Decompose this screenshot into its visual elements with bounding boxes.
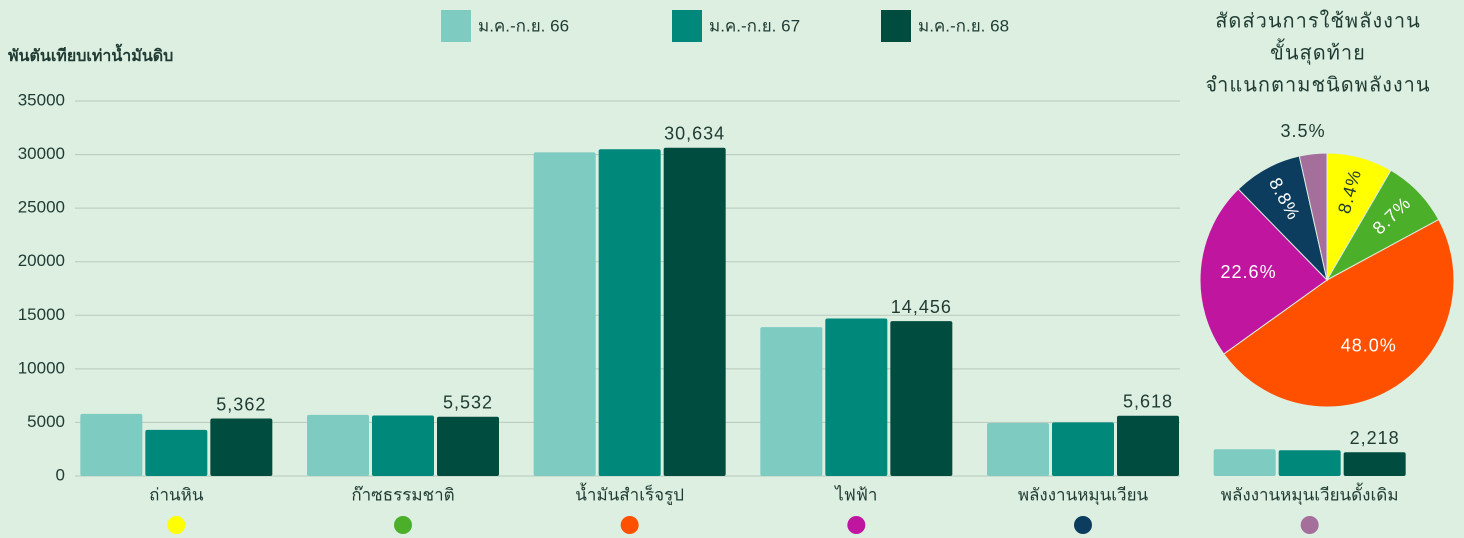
legend-label: ม.ค.-ก.ย. 67 (709, 16, 800, 35)
bar (598, 149, 661, 476)
y-tick-label: 30000 (18, 144, 65, 163)
bar (1213, 449, 1276, 476)
x-tick-label: ไฟฟ้า (833, 484, 877, 504)
category-dot (394, 516, 412, 534)
legend-swatch (672, 10, 702, 42)
category-dot (1300, 516, 1319, 534)
pie-label: 22.6% (1221, 262, 1277, 282)
pie-title: สัดส่วนการใช้พลังงาน (1215, 9, 1421, 32)
legend-label: ม.ค.-ก.ย. 66 (478, 16, 569, 35)
data-label: 14,456 (891, 297, 952, 317)
category-dot (620, 516, 639, 534)
bar (80, 413, 143, 476)
pie-title: จำแนกตามชนิดพลังงาน (1205, 74, 1430, 96)
y-tick-label: 5000 (27, 412, 65, 431)
y-tick-label: 35000 (18, 90, 65, 109)
y-tick-label: 25000 (18, 198, 65, 217)
bar (1343, 452, 1406, 476)
bar (307, 414, 369, 476)
x-tick-label: พลังงานหมุนเวียน (1018, 485, 1149, 505)
x-tick-label: พลังงานหมุนเวียนดั้งเดิม (1221, 482, 1399, 505)
bar (210, 418, 273, 476)
pie-label: 48.0% (1341, 335, 1397, 355)
bar (825, 318, 888, 476)
legend-swatch (881, 10, 911, 42)
category-dot (1074, 516, 1092, 534)
bar (890, 321, 953, 476)
bar (1117, 415, 1179, 476)
bar (663, 147, 726, 476)
data-label: 5,618 (1123, 392, 1173, 412)
data-label: 5,362 (216, 394, 266, 414)
legend-swatch (441, 10, 471, 42)
pie-slice (1298, 152, 1328, 281)
category-dot (167, 516, 186, 534)
pie-slice (1223, 218, 1455, 408)
data-label: 30,634 (664, 124, 725, 144)
bar (437, 416, 499, 476)
bar (760, 327, 823, 476)
y-tick-label: 15000 (18, 305, 65, 324)
pie-label: 3.5% (1281, 121, 1326, 141)
bar (533, 152, 596, 476)
y-tick-label: 0 (56, 465, 65, 484)
x-tick-label: ก๊าซธรรมชาติ (351, 485, 454, 504)
bar (372, 415, 434, 476)
bar (145, 429, 208, 476)
data-label: 2,218 (1350, 428, 1400, 448)
pie-title: ขั้นสุดท้าย (1270, 38, 1366, 65)
data-label: 5,532 (443, 392, 493, 412)
category-dot (847, 516, 866, 534)
bar (987, 422, 1049, 476)
pie-slice (1199, 188, 1328, 355)
bar (1052, 422, 1114, 476)
legend-label: ม.ค.-ก.ย. 68 (918, 16, 1009, 35)
bar (1278, 450, 1341, 476)
y-axis-label: พันตันเทียบเท่าน้ำมันดิบ (8, 43, 173, 65)
x-tick-label: น้ำมันสำเร็จรูป (575, 482, 684, 505)
y-tick-label: 20000 (18, 251, 65, 270)
x-tick-label: ถ่านหิน (149, 485, 204, 504)
y-tick-label: 10000 (18, 358, 65, 377)
